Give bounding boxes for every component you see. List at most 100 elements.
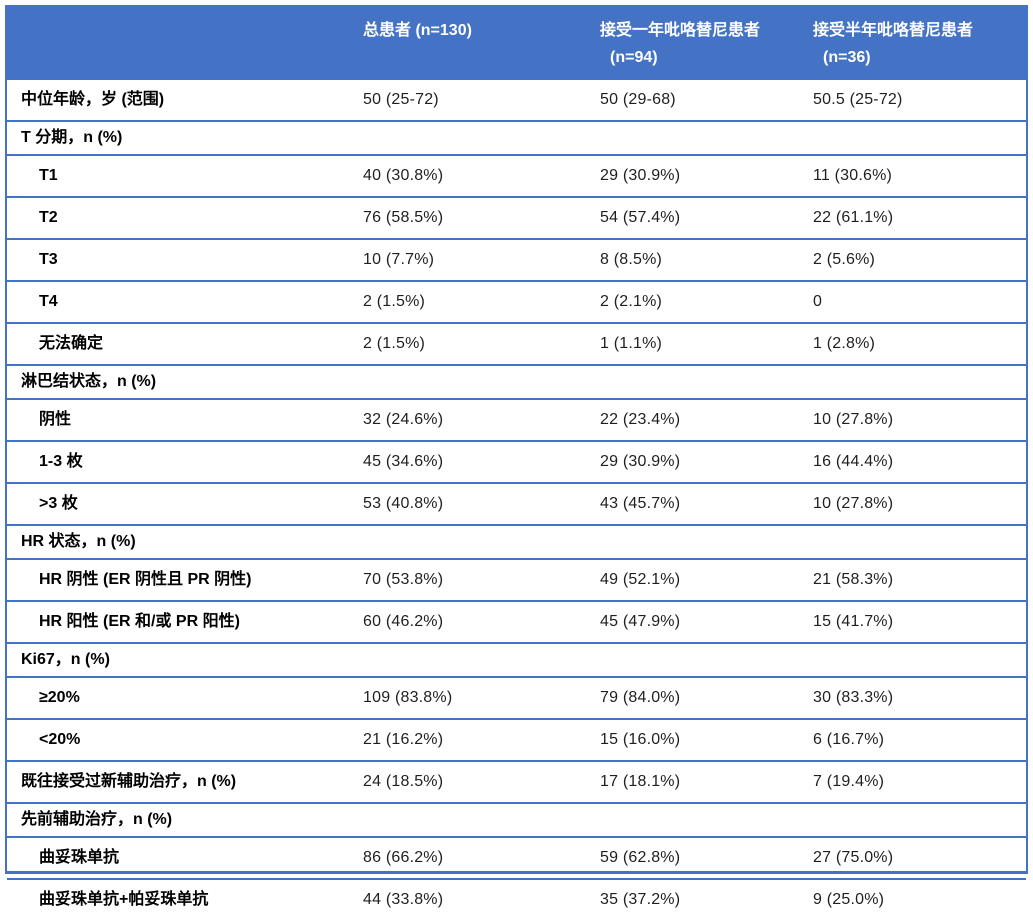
value-cell: 15 (16.0%) xyxy=(600,719,813,762)
table-row: ≥20% 109 (83.8%) 79 (84.0%) 30 (83.3%) xyxy=(7,677,1026,720)
table-row: T3 10 (7.7%) 8 (8.5%) 2 (5.6%) xyxy=(7,239,1026,282)
value-cell: 10 (7.7%) xyxy=(363,239,600,282)
value-cell: 30 (83.3%) xyxy=(813,677,1026,720)
header-total-patients-label: 总患者 (n=130) xyxy=(363,22,472,39)
value-cell: 10 (27.8%) xyxy=(813,483,1026,526)
section-row-label: HR 状态，n (%) xyxy=(7,525,1026,560)
value-cell: 8 (8.5%) xyxy=(600,239,813,282)
table-row: T 分期，n (%) xyxy=(7,121,1026,156)
value-cell: 7 (19.4%) xyxy=(813,761,1026,804)
value-cell: 22 (61.1%) xyxy=(813,197,1026,240)
header-half-year-n: (n=36) xyxy=(823,49,871,66)
header-one-year-label: 接受一年吡咯替尼患者 xyxy=(600,22,761,39)
value-cell: 86 (66.2%) xyxy=(363,837,600,880)
table-row: T4 2 (1.5%) 2 (2.1%) 0 xyxy=(7,281,1026,324)
value-cell: 35 (37.2%) xyxy=(600,891,681,908)
section-row-label: 淋巴结状态，n (%) xyxy=(7,365,1026,400)
table-row: 淋巴结状态，n (%) xyxy=(7,365,1026,400)
value-cell: 10 (27.8%) xyxy=(813,399,1026,442)
value-cell: 45 (34.6%) xyxy=(363,441,600,484)
value-cell: 2 (2.1%) xyxy=(600,281,813,324)
table-row: HR 阳性 (ER 和/或 PR 阳性) 60 (46.2%) 45 (47.9%)… xyxy=(7,601,1026,644)
value-cell: 76 (58.5%) xyxy=(363,197,600,240)
row-label: 曲妥珠单抗 xyxy=(7,837,363,880)
row-label: ≥20% xyxy=(7,677,363,720)
table-row: >3 枚 53 (40.8%) 43 (45.7%) 10 (27.8%) xyxy=(7,483,1026,526)
row-label: HR 阳性 (ER 和/或 PR 阳性) xyxy=(7,601,363,644)
value-cell: 29 (30.9%) xyxy=(600,155,813,198)
table-row: 1-3 枚 45 (34.6%) 29 (30.9%) 16 (44.4%) xyxy=(7,441,1026,484)
value-cell: 1 (1.1%) xyxy=(600,323,813,366)
row-label: 无法确定 xyxy=(7,323,363,366)
value-cell: 24 (18.5%) xyxy=(363,761,600,804)
value-cell: 54 (57.4%) xyxy=(600,197,813,240)
row-label: 阴性 xyxy=(7,399,363,442)
header-cell-one-year-pyrotinib: 接受一年吡咯替尼患者 (n=94) xyxy=(600,8,813,80)
value-cell: 21 (58.3%) xyxy=(813,559,1026,602)
value-cell: 44 (33.8%) xyxy=(363,891,444,908)
table-header: 总患者 (n=130) 接受一年吡咯替尼患者 (n=94) 接受半年吡咯替尼患者… xyxy=(7,8,1026,80)
header-cell-total-patients: 总患者 (n=130) xyxy=(363,8,600,80)
section-row-label: Ki67，n (%) xyxy=(7,643,1026,678)
table-row: 阴性 32 (24.6%) 22 (23.4%) 10 (27.8%) xyxy=(7,399,1026,442)
header-cell-empty xyxy=(7,8,363,80)
value-cell: 21 (16.2%) xyxy=(363,719,600,762)
value-cell: 11 (30.6%) xyxy=(813,155,1026,198)
header-cell-half-year-pyrotinib: 接受半年吡咯替尼患者 (n=36) xyxy=(813,8,1026,80)
row-label: T3 xyxy=(7,239,363,282)
table-row: 中位年龄，岁 (范围) 50 (25-72) 50 (29-68) 50.5 (25-… xyxy=(7,80,1026,122)
row-label: <20% xyxy=(7,719,363,762)
value-cell: 2 (1.5%) xyxy=(363,281,600,324)
value-cell: 9 (25.0%) xyxy=(813,891,885,908)
row-label: 既往接受过新辅助治疗，n (%) xyxy=(7,761,363,804)
value-cell: 17 (18.1%) xyxy=(600,761,813,804)
value-cell: 50 (29-68) xyxy=(600,80,813,122)
patient-characteristics-table: 总患者 (n=130) 接受一年吡咯替尼患者 (n=94) 接受半年吡咯替尼患者… xyxy=(7,8,1026,920)
table-row: 既往接受过新辅助治疗，n (%) 24 (18.5%) 17 (18.1%) 7 (1… xyxy=(7,761,1026,804)
table-row: <20% 21 (16.2%) 15 (16.0%) 6 (16.7%) xyxy=(7,719,1026,762)
table-row: 先前辅助治疗，n (%) xyxy=(7,803,1026,838)
value-cell: 2 (5.6%) xyxy=(813,239,1026,282)
value-cell: 70 (53.8%) xyxy=(363,559,600,602)
table-row: T1 40 (30.8%) 29 (30.9%) 11 (30.6%) xyxy=(7,155,1026,198)
table-row: HR 状态，n (%) xyxy=(7,525,1026,560)
table-row: 无法确定 2 (1.5%) 1 (1.1%) 1 (2.8%) xyxy=(7,323,1026,366)
section-row-label: T 分期，n (%) xyxy=(7,121,1026,156)
table-row: 曲妥珠单抗 86 (66.2%) 59 (62.8%) 27 (75.0%) xyxy=(7,837,1026,880)
header-half-year-label: 接受半年吡咯替尼患者 xyxy=(813,22,974,39)
value-cell: 49 (52.1%) xyxy=(600,559,813,602)
value-cell: 40 (30.8%) xyxy=(363,155,600,198)
value-cell: 109 (83.8%) xyxy=(363,677,600,720)
value-cell: 15 (41.7%) xyxy=(813,601,1026,644)
value-cell: 32 (24.6%) xyxy=(363,399,600,442)
section-row-label: 先前辅助治疗，n (%) xyxy=(7,803,1026,838)
table-row: Ki67，n (%) xyxy=(7,643,1026,678)
table-frame: 总患者 (n=130) 接受一年吡咯替尼患者 (n=94) 接受半年吡咯替尼患者… xyxy=(5,5,1028,908)
value-cell: 59 (62.8%) xyxy=(600,837,813,880)
value-cell: 60 (46.2%) xyxy=(363,601,600,644)
value-cell: 16 (44.4%) xyxy=(813,441,1026,484)
table-row: HR 阴性 (ER 阴性且 PR 阴性) 70 (53.8%) 49 (52.1%)… xyxy=(7,559,1026,602)
row-label: T2 xyxy=(7,197,363,240)
row-label: 曲妥珠单抗+帕妥珠单抗 xyxy=(39,891,209,908)
value-cell: 27 (75.0%) xyxy=(813,837,1026,880)
table-row: 曲妥珠单抗+帕妥珠单抗 44 (33.8%) 35 (37.2%) 9 (25.0%) xyxy=(7,879,1026,920)
row-label: 中位年龄，岁 (范围) xyxy=(7,80,363,122)
table-row: T2 76 (58.5%) 54 (57.4%) 22 (61.1%) xyxy=(7,197,1026,240)
row-label: T1 xyxy=(7,155,363,198)
row-label: 1-3 枚 xyxy=(7,441,363,484)
table-body: 中位年龄，岁 (范围) 50 (25-72) 50 (29-68) 50.5 (25-… xyxy=(7,80,1026,920)
value-cell: 1 (2.8%) xyxy=(813,323,1026,366)
value-cell: 0 xyxy=(813,281,1026,324)
value-cell: 79 (84.0%) xyxy=(600,677,813,720)
value-cell: 29 (30.9%) xyxy=(600,441,813,484)
value-cell: 50 (25-72) xyxy=(363,80,600,122)
row-label: T4 xyxy=(7,281,363,324)
value-cell: 43 (45.7%) xyxy=(600,483,813,526)
value-cell: 22 (23.4%) xyxy=(600,399,813,442)
row-label: >3 枚 xyxy=(7,483,363,526)
value-cell: 50.5 (25-72) xyxy=(813,80,1026,122)
value-cell: 45 (47.9%) xyxy=(600,601,813,644)
value-cell: 53 (40.8%) xyxy=(363,483,600,526)
value-cell: 6 (16.7%) xyxy=(813,719,1026,762)
